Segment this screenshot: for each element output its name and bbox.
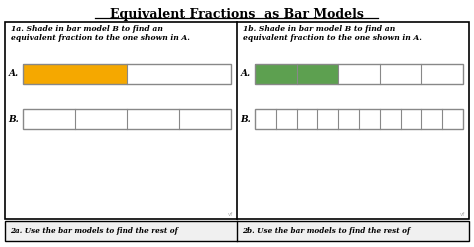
Bar [23,64,231,84]
Bar [5,22,469,219]
Bar [297,64,338,84]
Bar [23,109,231,129]
Bar [255,64,463,84]
Text: 1b. Shade in bar model B to find an
equivalent fraction to the one shown in A.: 1b. Shade in bar model B to find an equi… [243,25,422,42]
Bar [5,221,469,241]
Text: B.: B. [240,115,251,124]
Text: B.: B. [8,115,19,124]
Text: A.: A. [9,69,19,79]
Text: 2a. Use the bar models to find the rest of: 2a. Use the bar models to find the rest … [10,227,178,235]
Bar [23,64,127,84]
Text: 2b. Use the bar models to find the rest of: 2b. Use the bar models to find the rest … [242,227,410,235]
Text: vf: vf [460,212,465,217]
Text: A.: A. [241,69,251,79]
Text: vf: vf [228,212,233,217]
Text: 1a. Shade in bar model B to find an
equivalent fraction to the one shown in A.: 1a. Shade in bar model B to find an equi… [11,25,190,42]
Bar [255,109,463,129]
Bar [255,64,297,84]
Bar [255,64,463,84]
Text: Equivalent Fractions  as Bar Models: Equivalent Fractions as Bar Models [110,8,364,21]
Bar [23,64,231,84]
